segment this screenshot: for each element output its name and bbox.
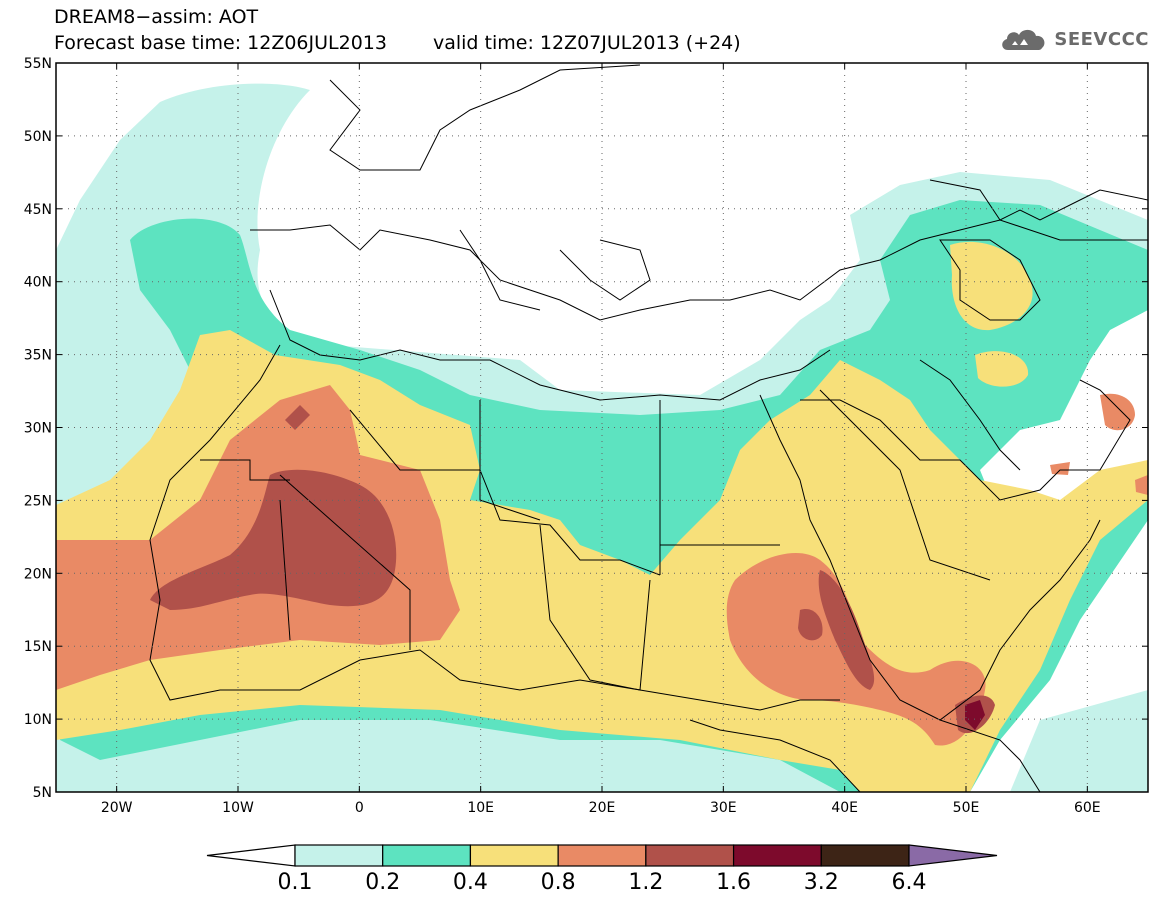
colorbar-level-label: 6.4 [892,870,927,895]
map-title: DREAM8−assim: AOT [54,6,259,28]
cloud-logo-icon [1002,29,1045,50]
seevccc-logo: SEEVCCC [998,24,1149,54]
colorbar-level-label: 0.2 [365,870,400,895]
colorbar-swatch [820,844,910,867]
lat-tick-label: 30N [24,421,52,437]
lat-tick-label: 35N [24,348,52,364]
lon-tick-label: 10W [222,800,254,816]
lat-tick-label: 15N [24,639,52,655]
colorbar-swatch [557,844,647,867]
colorbar-swatch [469,844,559,867]
colorbar-level-label: 3.2 [804,870,839,895]
lat-tick-label: 5N [33,785,52,801]
lat-tick-label: 10N [24,712,52,728]
colorbar-swatch [382,844,472,867]
colorbar-level-label: 0.8 [541,870,576,895]
colorbar-swatch [645,844,735,867]
lon-tick-label: 50E [953,800,980,816]
base-time: Forecast base time: 12Z06JUL2013 [54,32,387,54]
lon-tick-label: 60E [1074,800,1101,816]
lat-tick-label: 45N [24,202,52,218]
colorbar: 0.1 0.2 0.4 0.8 1.2 1.6 3.2 6.4 [206,844,998,895]
lon-tick-label: 40E [831,800,858,816]
axis-ticks [56,62,1148,793]
latitude-labels: 5N 10N 15N 20N 25N 30N 35N 40N 45N 50N 55N [24,56,52,801]
colorbar-level-label: 1.2 [628,870,663,895]
aot-field-1p2 [150,405,995,734]
colorbar-swatch [732,844,822,867]
lon-tick-label: 0 [355,800,364,816]
lon-tick-label: 30E [710,800,737,816]
aot-map-area [56,63,1148,792]
colorbar-swatch [294,844,384,867]
longitude-labels: 20W 10W 0 10E 20E 30E 40E 50E 60E [101,800,1101,816]
lat-tick-label: 25N [24,493,52,509]
logo-text: SEEVCCC [1054,28,1149,50]
colorbar-low-arrow [206,844,296,867]
valid-time: valid time: 12Z07JUL2013 (+24) [432,32,741,54]
map-subtitle: Forecast base time: 12Z06JUL2013 valid ti… [54,34,741,53]
coastlines-borders [149,64,1148,792]
aot-field-1p6 [965,700,985,730]
lon-tick-label: 20W [101,800,133,816]
colorbar-high-arrow [908,844,998,867]
lat-tick-label: 40N [24,275,52,291]
lat-tick-label: 50N [24,129,52,145]
lat-tick-label: 20N [24,566,52,582]
lon-tick-label: 20E [589,800,616,816]
colorbar-level-label: 1.6 [716,870,751,895]
colorbar-level-label: 0.4 [453,870,488,895]
colorbar-level-label: 0.1 [278,870,313,895]
lat-tick-label: 55N [24,56,52,72]
lon-tick-label: 10E [467,800,494,816]
graticule [56,63,1148,792]
